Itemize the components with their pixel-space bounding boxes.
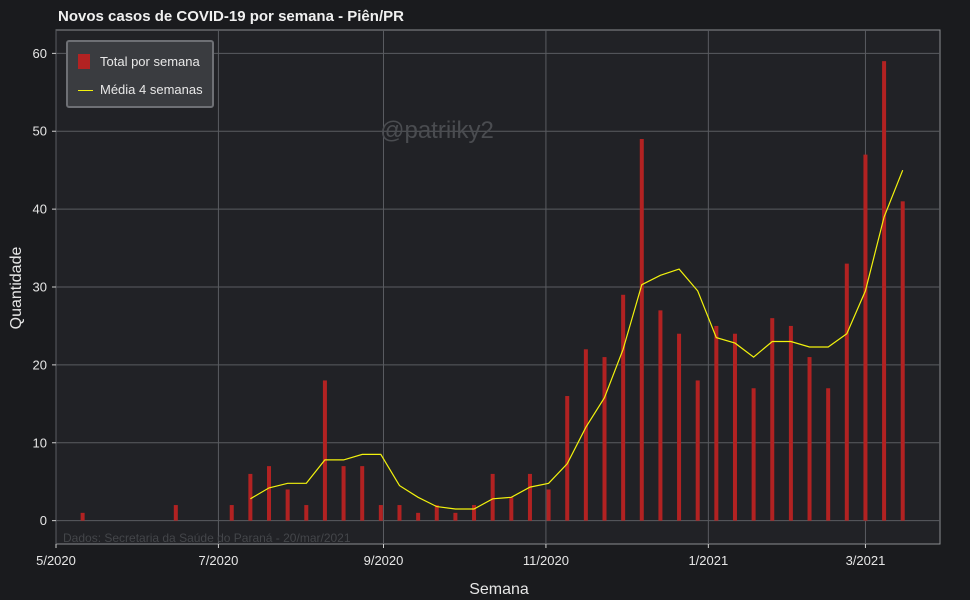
bar xyxy=(267,466,272,521)
bar xyxy=(509,497,514,521)
y-tick-label: 60 xyxy=(33,46,47,61)
y-tick-label: 50 xyxy=(33,124,47,139)
bar xyxy=(788,325,793,521)
y-tick-label: 10 xyxy=(33,435,47,450)
line-series xyxy=(250,169,904,510)
bar xyxy=(863,154,868,521)
bar xyxy=(173,505,178,521)
bar xyxy=(826,388,831,521)
bar xyxy=(304,505,309,521)
y-tick-label: 0 xyxy=(40,513,47,528)
y-tick-label: 40 xyxy=(33,202,47,217)
chart-title: Novos casos de COVID-19 por semana - Piê… xyxy=(58,8,404,25)
bar xyxy=(378,505,383,521)
bar xyxy=(434,505,439,521)
bar xyxy=(453,512,458,521)
x-tick-label: 11/2020 xyxy=(523,553,569,568)
source-note: Dados: Secretaria da Saúde do Paraná - 2… xyxy=(63,531,351,545)
bar xyxy=(229,505,234,521)
axes: 0 10 20 30 40 50 60 5/2020 7/2020 9/2020 11/2020 1/… xyxy=(33,46,886,568)
y-tick-label: 30 xyxy=(33,280,47,295)
bar-series xyxy=(80,61,905,521)
bar xyxy=(397,505,402,521)
bar xyxy=(285,489,290,521)
bar xyxy=(732,333,737,521)
bar xyxy=(714,325,719,521)
bar xyxy=(583,349,588,521)
bar xyxy=(770,318,775,521)
line-swatch-icon xyxy=(78,90,93,91)
legend-label-line: Média 4 semanas xyxy=(100,82,203,97)
bar xyxy=(844,263,849,521)
bar-swatch-icon xyxy=(78,54,90,69)
bar xyxy=(322,380,327,521)
x-tick-label: 7/2020 xyxy=(199,553,239,568)
moving-average-line xyxy=(250,169,904,510)
x-tick-label: 5/2020 xyxy=(36,553,76,568)
x-tick-label: 3/2021 xyxy=(846,553,886,568)
bar xyxy=(565,396,570,521)
bar xyxy=(490,473,495,521)
bar xyxy=(695,380,700,521)
x-tick-label: 9/2020 xyxy=(364,553,404,568)
bar xyxy=(639,139,644,521)
bar xyxy=(658,310,663,521)
x-tick-label: 1/2021 xyxy=(688,553,728,568)
bar xyxy=(416,512,421,521)
bar xyxy=(248,473,253,521)
bar xyxy=(807,357,812,521)
bar xyxy=(602,357,607,521)
bar xyxy=(472,505,477,521)
bar xyxy=(882,61,887,521)
bar xyxy=(360,466,365,521)
bar xyxy=(900,201,905,521)
bar xyxy=(546,489,551,521)
bar xyxy=(621,294,626,521)
y-tick-label: 20 xyxy=(33,357,47,372)
bar xyxy=(751,388,756,521)
bar xyxy=(80,512,85,521)
y-axis-label: Quantidade xyxy=(8,247,25,330)
x-axis-label: Semana xyxy=(469,581,529,598)
bar xyxy=(527,473,532,521)
bar xyxy=(677,333,682,521)
bar xyxy=(341,466,346,521)
legend: Total por semana Média 4 semanas xyxy=(66,40,214,108)
legend-label-bars: Total por semana xyxy=(100,54,200,69)
watermark-text: @patriiky2 xyxy=(380,117,494,144)
